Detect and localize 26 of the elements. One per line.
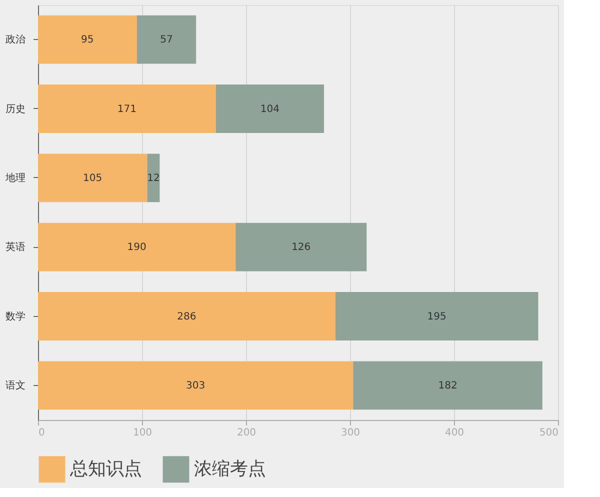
legend-label: 浓缩考点	[194, 458, 266, 480]
x-tick-label: 0	[38, 428, 45, 438]
data-label: 95	[81, 34, 94, 46]
y-tick-label: 语文	[6, 379, 26, 392]
x-tick-label: 400	[444, 428, 464, 438]
data-label: 303	[186, 380, 206, 392]
data-label: 104	[260, 104, 280, 115]
data-label: 57	[160, 34, 173, 46]
x-tick-label: 200	[236, 428, 256, 438]
x-tick-label: 300	[340, 428, 360, 438]
x-tick-label: 100	[132, 428, 152, 438]
data-label: 126	[292, 242, 311, 254]
data-label: 182	[438, 380, 458, 392]
y-tick-label: 英语	[6, 241, 26, 254]
legend-label: 总知识点	[69, 458, 142, 480]
data-label: 286	[177, 311, 196, 322]
data-label: 105	[83, 172, 102, 184]
data-label: 190	[127, 242, 146, 254]
y-tick-label: 历史	[6, 102, 26, 115]
data-label: 195	[427, 311, 446, 322]
x-tick-label: 500	[539, 428, 558, 438]
y-tick-label: 政治	[6, 34, 26, 46]
y-tick-label: 地理	[4, 172, 26, 184]
data-label: 12	[147, 172, 160, 184]
y-tick-label: 数学	[6, 310, 26, 322]
data-label: 171	[117, 104, 136, 115]
